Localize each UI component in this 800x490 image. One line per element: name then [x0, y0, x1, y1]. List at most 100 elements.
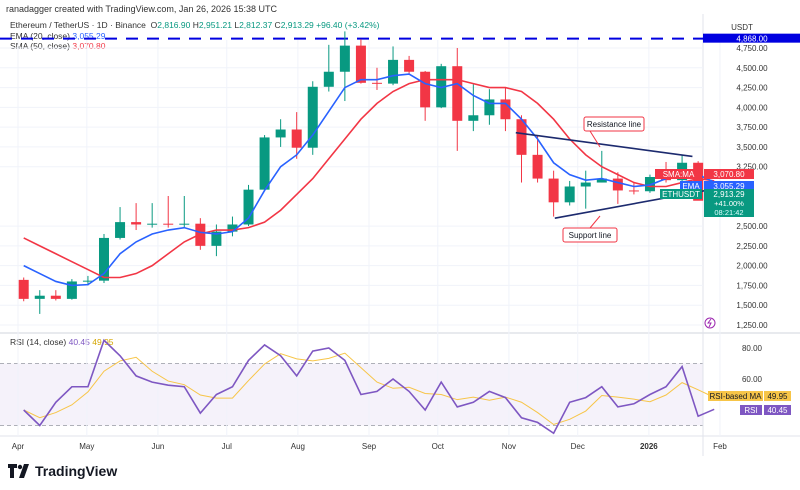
time-tick-label: 2026 [640, 442, 658, 451]
rsi-ma-value-tag: 49.95 [767, 392, 788, 401]
price-tick-label: 1,500.00 [736, 301, 768, 310]
rsi-ma-name-tag: RSI-based MA [709, 392, 762, 401]
candle-body [612, 178, 623, 191]
candle-body [307, 86, 318, 148]
ema-label: EMA (20, close) [10, 30, 70, 41]
price-tick-label: 4,500.00 [736, 64, 768, 73]
rsi-name-tag: RSI [744, 406, 757, 415]
time-tick-label: Jul [222, 442, 232, 451]
candle-body [291, 129, 302, 148]
price-tick-label: 3,750.00 [736, 123, 768, 132]
time-tick-label: Jun [151, 442, 164, 451]
symbol-percent-tag: +41.00% [714, 199, 744, 208]
sma-value-tag: 3,070.80 [713, 170, 745, 179]
price-tick-label: 2,500.00 [736, 222, 768, 231]
candle-body [275, 129, 286, 138]
rsi-ma-line [23, 352, 715, 426]
candle-body [404, 59, 415, 72]
rsi-value-tag: 40.45 [767, 406, 788, 415]
price-tick-label: 3,250.00 [736, 163, 768, 172]
symbol-ohlc-row[interactable]: Ethereum / TetherUS · 1D · Binance O2,81… [10, 20, 379, 31]
candle-body [259, 137, 270, 190]
change-value: +96.40 (+3.42%) [316, 20, 380, 30]
open-value: 2,816.90 [157, 20, 191, 30]
candle-body [452, 66, 463, 121]
sma-value: 3,070.80 [72, 41, 106, 51]
candle-body [323, 71, 334, 87]
open-label: O [150, 20, 158, 30]
candle-body [596, 178, 607, 183]
sma-name-tag: SMA:MA [663, 170, 695, 179]
resistance-annotation: Resistance line [587, 120, 642, 129]
time-tick-label: Sep [362, 442, 377, 451]
rsi-line [23, 338, 715, 435]
chart-legend: Ethereum / TetherUS · 1D · Binance O2,81… [10, 20, 379, 52]
candle-body [371, 82, 382, 84]
time-tick-label: May [79, 442, 94, 451]
ema-value: 3,055.29 [72, 30, 106, 41]
high-level-value: 4,868.00 [736, 35, 768, 44]
price-tick-label: 4,000.00 [736, 103, 768, 112]
candle-body [355, 45, 366, 83]
close-value: 2,913.29 [280, 20, 314, 30]
candle-body [18, 279, 29, 299]
resistance-arrow [589, 130, 601, 148]
symbol-price-tag: 2,913.29 [713, 190, 745, 199]
symbol-tag-bg [704, 189, 754, 217]
candle-body [98, 237, 109, 281]
candle-body [548, 178, 559, 203]
high-value: 2,951.21 [198, 20, 232, 30]
symbol-name-tag-bg [660, 189, 702, 199]
candle-body [179, 223, 190, 225]
lightning-icon[interactable] [704, 317, 716, 329]
chart-credit: ranadagger created with TradingView.com,… [6, 4, 277, 14]
resistance-trendline [515, 131, 693, 158]
candle-body [500, 99, 511, 120]
sma-name-tag-bg [655, 169, 702, 179]
price-tick-label: 2,000.00 [736, 262, 768, 271]
candle-body [34, 295, 45, 299]
high-level-tag [703, 33, 800, 43]
ema-name-tag: EMA [682, 182, 700, 191]
resistance-annotation-box [583, 116, 645, 132]
currency-label: USDT [731, 23, 753, 32]
price-tick-label: 1,250.00 [736, 321, 768, 330]
candle-body [468, 115, 479, 121]
price-tick-label: 4,250.00 [736, 84, 768, 93]
sma-legend[interactable]: SMA (50, close) 3,070.80 [10, 41, 379, 52]
candle-body [163, 223, 174, 225]
candle-body [484, 99, 495, 116]
rsi-value-tag-bg [764, 405, 791, 415]
ema-legend[interactable]: EMA (20, close) 3,055.29 [10, 31, 379, 42]
ema20-line [23, 73, 715, 287]
candle-body [420, 71, 431, 108]
lightning-bolt [707, 318, 712, 328]
sma-value-tag-bg [704, 169, 754, 179]
price-tick-label: 3,500.00 [736, 143, 768, 152]
candle-body [115, 222, 126, 238]
price-tick-label: 2,250.00 [736, 242, 768, 251]
ema-value-tag: 3,055.29 [713, 182, 745, 191]
tradingview-logo: TradingView [8, 463, 117, 479]
price-chart[interactable]: Apr May Jun Jul Aug Sep Oct Nov Dec 2026 Feb 4,750.… [0, 0, 800, 460]
close-label: C [274, 20, 281, 30]
high-label: H [192, 20, 199, 30]
symbol-title: Ethereum / TetherUS · 1D · Binance [10, 20, 146, 30]
tradingview-logo-icon [8, 464, 29, 478]
time-tick-label: Oct [432, 442, 445, 451]
ema-value-tag-bg [704, 181, 754, 191]
low-label: L [234, 20, 240, 30]
ema-name-tag-bg [680, 181, 702, 191]
time-tick-label: Aug [291, 442, 305, 451]
candle-body [516, 119, 527, 155]
rsi-name-tag-bg [740, 405, 762, 415]
price-tick-label: 4,750.00 [736, 44, 768, 53]
bar-countdown: 08:21:42 [714, 208, 743, 217]
candle-body [580, 182, 591, 187]
candle-body [243, 189, 254, 225]
candle-body [628, 190, 639, 192]
candle-body [50, 295, 61, 299]
rsi-label: RSI (14, close) [10, 337, 67, 347]
support-arrow [589, 215, 601, 229]
candle-body [131, 222, 142, 225]
